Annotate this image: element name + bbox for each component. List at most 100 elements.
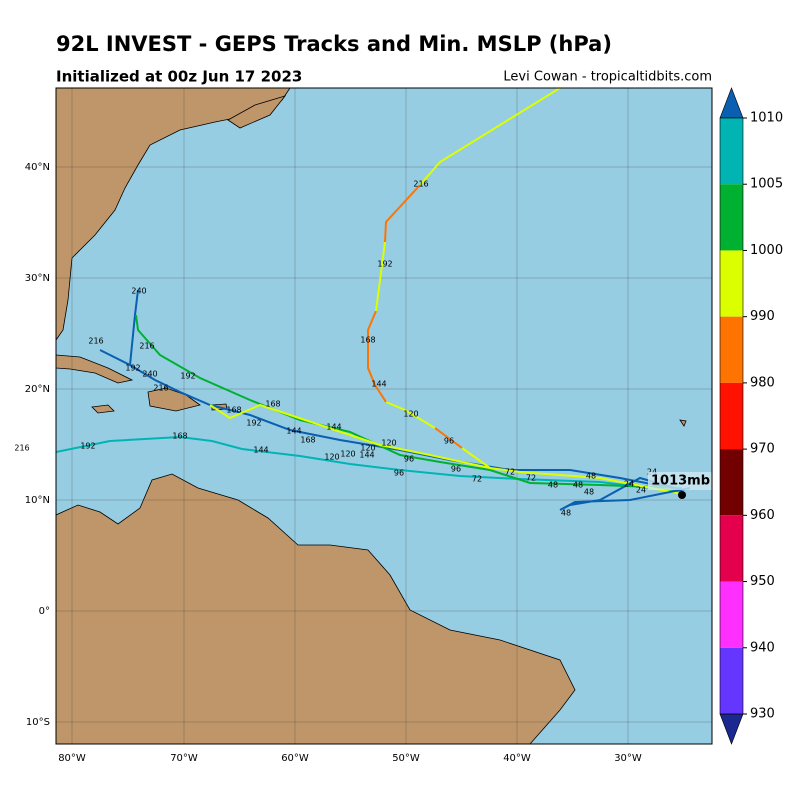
- lat-label: 20°N: [25, 384, 50, 395]
- lat-label: 40°N: [25, 162, 50, 173]
- colorbar-label: 990: [750, 309, 775, 324]
- hour-label: 96: [394, 469, 404, 478]
- hour-label: 144: [253, 446, 268, 455]
- colorbar-segment: [720, 250, 743, 317]
- south-america: [56, 473, 576, 744]
- lat-label: 0°: [39, 606, 50, 617]
- hour-label: 120: [360, 444, 375, 453]
- current-position: [678, 491, 686, 499]
- tracks: [56, 88, 691, 511]
- colorbar-segment: [720, 316, 743, 383]
- lon-label: 80°W: [58, 753, 86, 764]
- hour-label: 48: [548, 481, 558, 490]
- colorbar-segment: [720, 581, 743, 648]
- colorbar-label: 1010: [750, 111, 783, 126]
- hour-label: 48: [573, 481, 583, 490]
- lon-label: 30°W: [614, 753, 642, 764]
- hour-label: 192: [377, 260, 392, 269]
- title: 92L INVEST - GEPS Tracks and Min. MSLP (…: [56, 32, 612, 56]
- hour-label: 240: [142, 370, 157, 379]
- hour-label: 48: [584, 488, 594, 497]
- lon-label: 60°W: [281, 753, 309, 764]
- hour-label: 72: [472, 475, 482, 484]
- hour-label: 120: [403, 410, 418, 419]
- track: [99, 349, 683, 491]
- hour-label: 216: [88, 337, 103, 346]
- hour-label: 144: [286, 427, 301, 436]
- hour-label: 24: [636, 486, 646, 495]
- track: [129, 289, 139, 366]
- hour-label: 120: [340, 450, 355, 459]
- colorbar-label: 1000: [750, 243, 783, 258]
- hour-label: 96: [451, 465, 461, 474]
- colorbar-segment: [720, 118, 743, 185]
- hour-label: 120: [324, 453, 339, 462]
- hour-label: 144: [326, 423, 341, 432]
- hour-label: 48: [561, 509, 571, 518]
- track: [434, 427, 463, 449]
- track: [209, 403, 491, 469]
- colorbar-segment: [720, 184, 743, 251]
- hour-label: 192: [246, 419, 261, 428]
- colorbar-segment: [720, 515, 743, 582]
- colorbar-label: 1005: [750, 177, 783, 192]
- cuba: [56, 354, 134, 384]
- hour-label: 168: [172, 432, 187, 441]
- track: [419, 88, 561, 186]
- colorbar-label: 970: [750, 442, 775, 457]
- hour-label: 168: [360, 336, 375, 345]
- lon-label: 70°W: [170, 753, 198, 764]
- hour-label: 168: [265, 400, 280, 409]
- hour-label: 168: [300, 436, 315, 445]
- hour-label: 96: [444, 437, 454, 446]
- track: [384, 184, 421, 243]
- track: [559, 476, 691, 511]
- lon-label: 50°W: [392, 753, 420, 764]
- hour-label: 192: [180, 372, 195, 381]
- colorbar-label: 950: [750, 574, 775, 589]
- subtitle: Initialized at 00z Jun 17 2023: [56, 68, 302, 86]
- hour-label: 192: [125, 364, 140, 373]
- hour-label: 216: [413, 180, 428, 189]
- lon-label: 40°W: [503, 753, 531, 764]
- track: [367, 310, 387, 403]
- hour-label: 240: [131, 287, 146, 296]
- colorbar-segment: [720, 449, 743, 516]
- hour-label: 24: [624, 480, 634, 489]
- colorbar-label: 980: [750, 375, 775, 390]
- track: [461, 447, 683, 495]
- track-labels: 2161921681441209696967272724848484848242…: [80, 180, 657, 518]
- track: [375, 241, 386, 312]
- jamaica: [91, 404, 115, 414]
- hour-label: 72: [526, 474, 536, 483]
- track: [135, 314, 683, 489]
- credit: Levi Cowan - tropicaltidbits.com: [503, 70, 712, 85]
- colorbar-segment: [720, 382, 743, 450]
- colorbar: 1010 1005 1000 990 980 970 960 950 940 930: [719, 87, 783, 745]
- track: [385, 401, 436, 429]
- colorbar-label: 940: [750, 640, 775, 655]
- label-box: [648, 472, 712, 490]
- hour-label: 216: [153, 384, 168, 393]
- hour-label: 144: [371, 380, 386, 389]
- hispaniola: [147, 387, 201, 412]
- cape-verde: [679, 419, 687, 427]
- colorbar-label: 960: [750, 508, 775, 523]
- current-label: 1013mb: [651, 474, 710, 489]
- colorbar-segment: [720, 647, 743, 714]
- track: [56, 435, 683, 493]
- lat-label: 10°N: [25, 495, 50, 506]
- hour-label: 144: [359, 451, 374, 460]
- lat-label: 30°N: [25, 273, 50, 284]
- hour-label: 48: [586, 472, 596, 481]
- hour-label: 168: [226, 406, 241, 415]
- nova-scotia: [227, 95, 287, 129]
- land-group: [56, 88, 687, 744]
- colorbar-label: 930: [750, 707, 775, 722]
- hour-label: 216: [14, 444, 29, 453]
- hour-label: 72: [505, 468, 515, 477]
- hour-label: 120: [381, 439, 396, 448]
- lat-label: 10°S: [26, 717, 50, 728]
- map-frame: [55, 87, 713, 745]
